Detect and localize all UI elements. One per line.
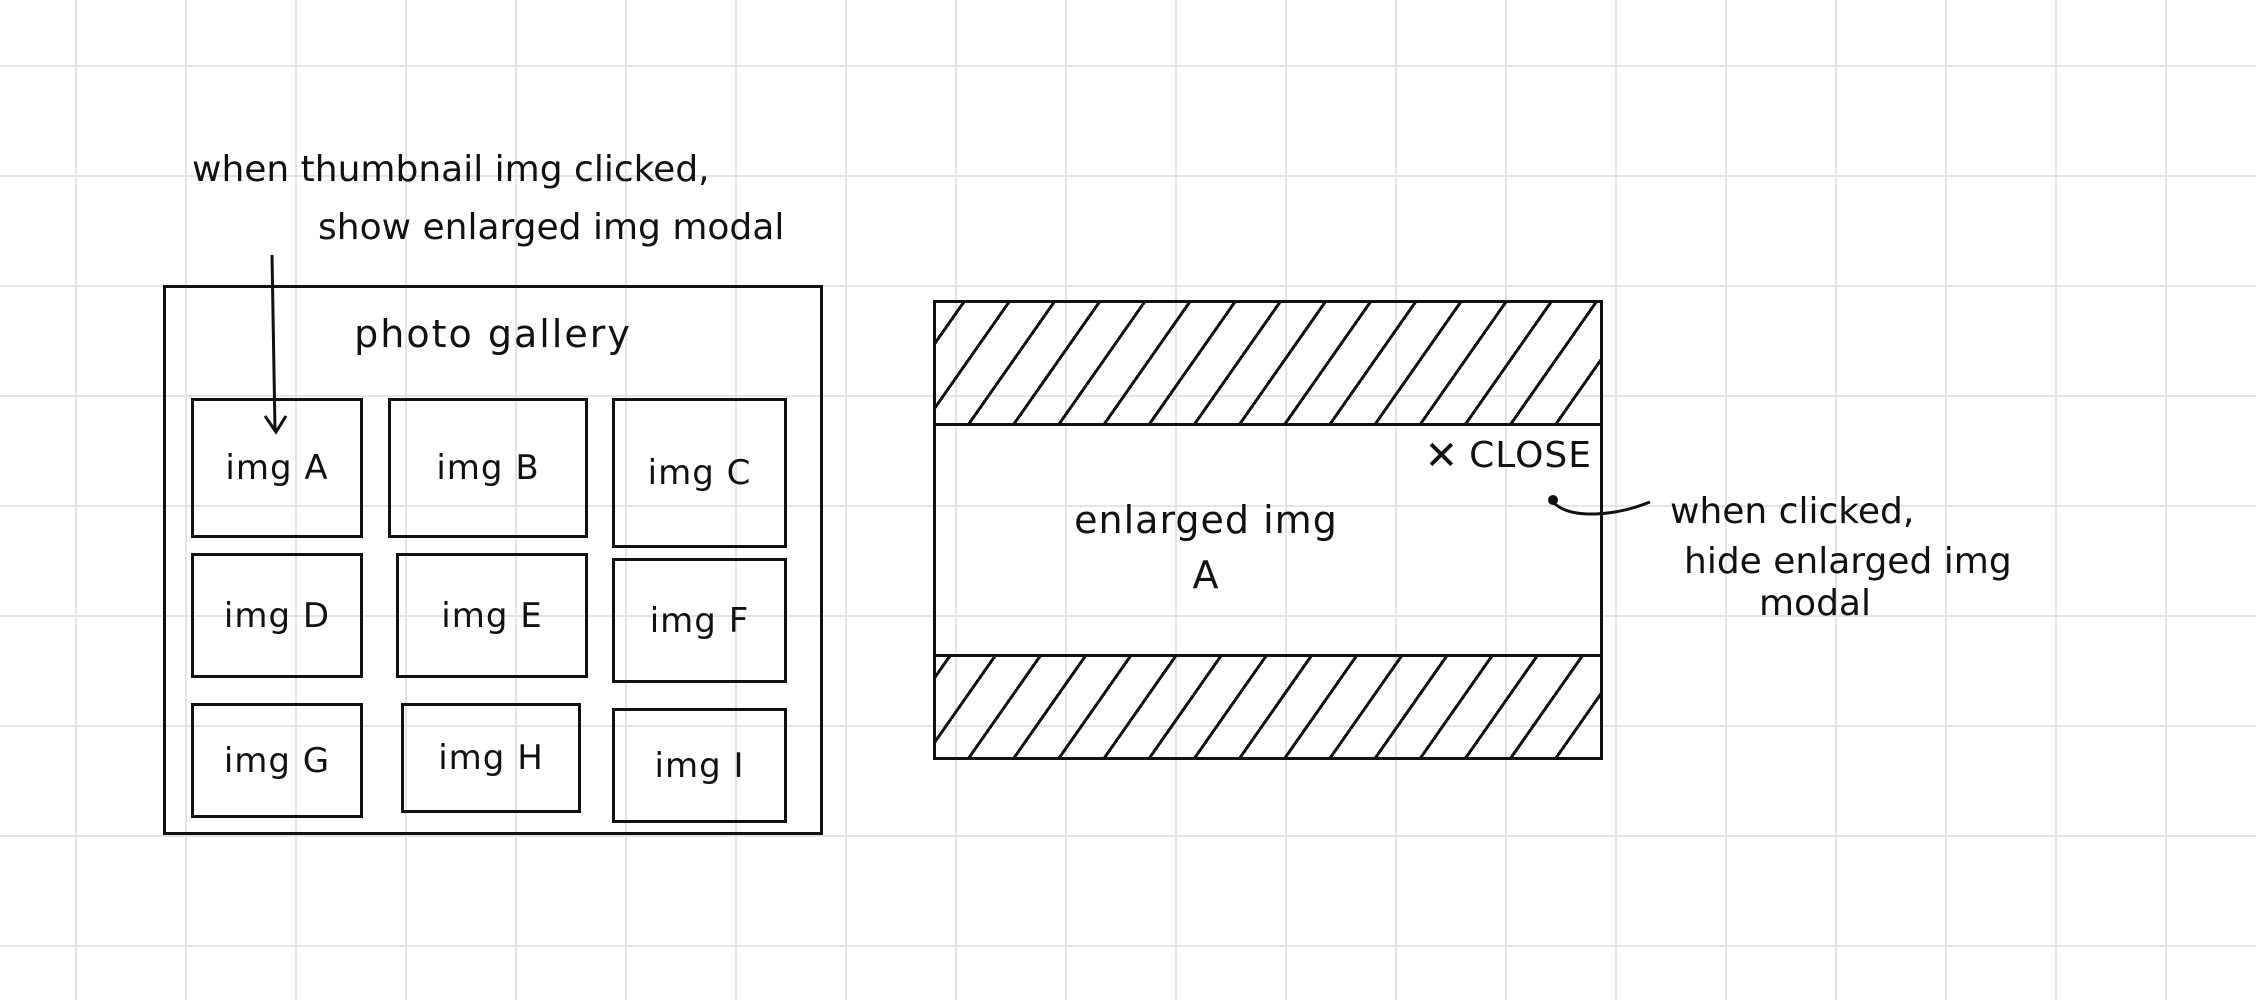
thumbnail-img-i[interactable]: img I: [612, 708, 787, 823]
close-icon: ✕: [1424, 432, 1460, 479]
annotation-close-click-line-3: modal: [1758, 583, 1871, 624]
annotation-thumbnail-click-line-1: when thumbnail img clicked,: [192, 149, 710, 190]
thumbnail-img-h[interactable]: img H: [401, 703, 581, 813]
thumbnail-annotation-arrowhead: [263, 415, 288, 435]
thumbnail-annotation-arrow: [270, 254, 277, 431]
thumbnail-img-d[interactable]: img D: [191, 553, 363, 678]
thumbnail-img-a[interactable]: img A: [191, 398, 363, 538]
thumbnail-img-c[interactable]: img C: [612, 398, 787, 548]
close-annotation-arrow-dot: [1548, 495, 1558, 505]
gallery-title: photo gallery: [354, 312, 632, 356]
annotation-thumbnail-click-line-2: show enlarged img modal: [318, 207, 785, 248]
close-annotation-arrow: [1551, 500, 1651, 516]
enlarged-img-modal: ✕ CLOSE enlarged img A: [933, 300, 1603, 760]
enlarged-img-label: enlarged img A: [1074, 498, 1338, 598]
annotation-close-click-line-1: when clicked,: [1670, 491, 1915, 532]
close-button[interactable]: ✕ CLOSE: [1425, 435, 1592, 476]
modal-overlay-top: [936, 303, 1600, 426]
annotation-close-click-line-2: hide enlarged img: [1684, 541, 2012, 582]
thumbnail-img-f[interactable]: img F: [612, 558, 787, 683]
modal-overlay-bottom: [936, 654, 1600, 757]
close-label: CLOSE: [1469, 435, 1592, 476]
thumbnail-img-e[interactable]: img E: [396, 553, 588, 678]
thumbnail-img-b[interactable]: img B: [388, 398, 588, 538]
thumbnail-img-g[interactable]: img G: [191, 703, 363, 818]
photo-gallery-frame: photo gallery img A img B img C img D im…: [163, 285, 823, 835]
